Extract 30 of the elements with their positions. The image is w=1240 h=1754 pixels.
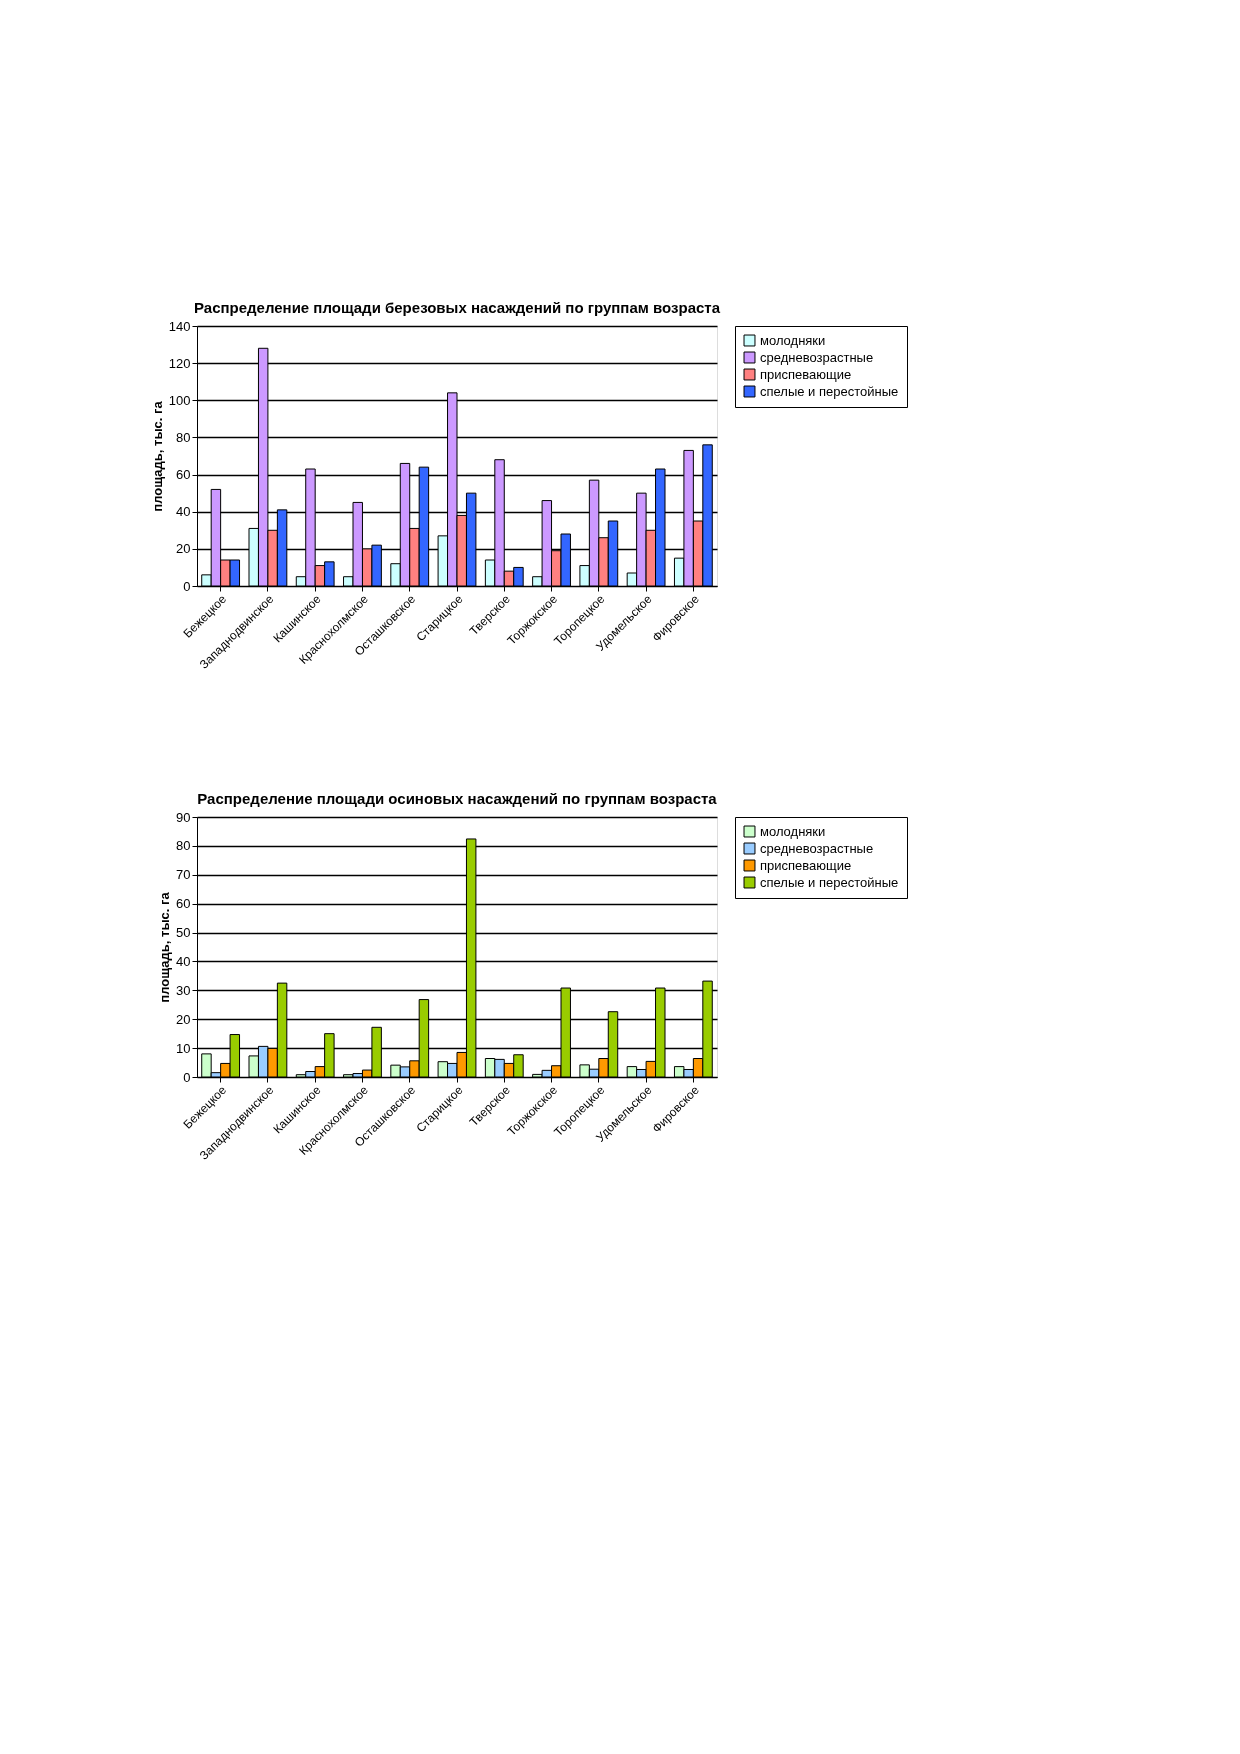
y-tick-label: 60 — [176, 467, 191, 483]
legend-label: молодняки — [760, 332, 826, 348]
y-tick-label: 140 — [168, 318, 191, 334]
legend-label: спелые и перестойные — [760, 383, 899, 399]
chart-title: Распределение площади березовых насаждений по группам возраста — [193, 299, 721, 316]
y-tick-label: 90 — [176, 809, 191, 825]
y-tick-label: 60 — [176, 896, 191, 912]
legend-label: приспевающие — [760, 366, 852, 382]
y-tick-label: 40 — [176, 953, 191, 969]
y-tick-label: 100 — [168, 392, 191, 408]
legend-label: средневозрастные — [760, 349, 874, 365]
legend-label: молодняки — [760, 823, 826, 839]
y-tick-label: 50 — [176, 925, 191, 941]
chart-title: Распределение площади осиновых насаждений по группам возраста — [197, 790, 718, 807]
y-tick-label: 120 — [168, 355, 191, 371]
y-axis-title: площадь, тыс. га — [157, 891, 173, 1003]
y-tick-label: 20 — [176, 541, 191, 557]
y-axis-title: площадь, тыс. га — [149, 400, 165, 512]
legend-label: средневозрастные — [760, 840, 874, 856]
y-tick-label: 0 — [183, 578, 191, 594]
legend-label: спелые и перестойные — [760, 874, 899, 890]
y-tick-label: 10 — [176, 1040, 191, 1056]
y-tick-label: 30 — [176, 982, 191, 998]
y-tick-label: 80 — [176, 838, 191, 854]
y-tick-label: 20 — [176, 1011, 191, 1027]
y-tick-label: 0 — [183, 1069, 191, 1085]
y-tick-label: 80 — [176, 429, 191, 445]
y-tick-label: 40 — [176, 504, 191, 520]
y-tick-label: 70 — [176, 867, 191, 883]
legend-label: приспевающие — [760, 857, 852, 873]
